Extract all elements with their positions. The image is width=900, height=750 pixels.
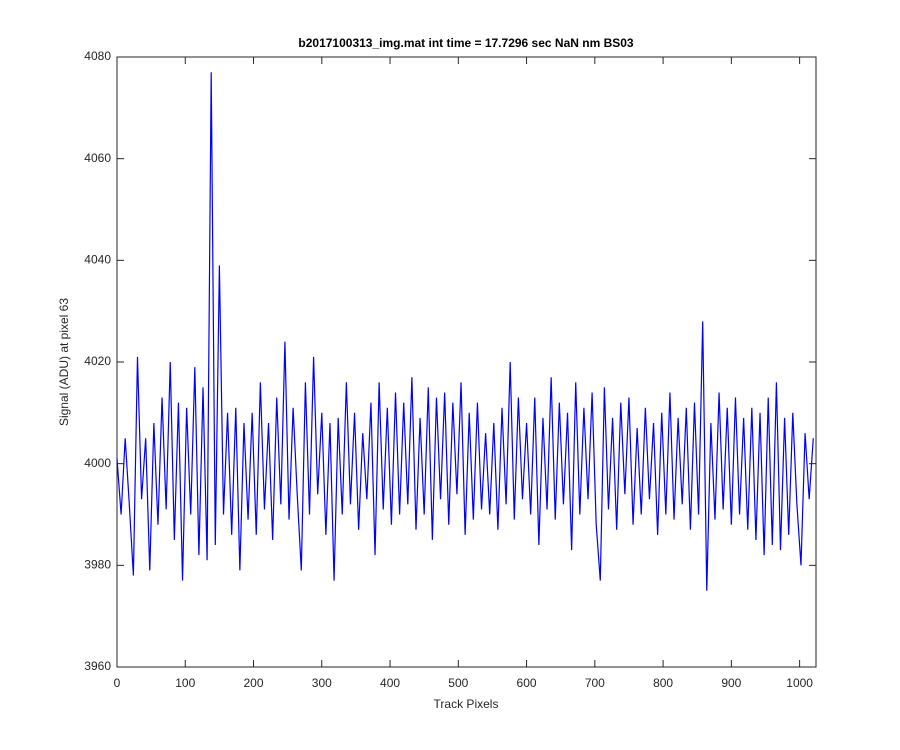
x-tick-label: 300 — [312, 676, 332, 690]
y-tick-label: 4060 — [84, 151, 111, 165]
y-tick-label: 4020 — [84, 354, 111, 368]
x-tick-label: 0 — [114, 676, 121, 690]
x-tick-label: 100 — [175, 676, 195, 690]
chart-title: b2017100313_img.mat int time = 17.7296 s… — [298, 36, 634, 50]
axes-box — [116, 56, 817, 668]
x-tick-label: 600 — [517, 676, 537, 690]
x-tick-label: 900 — [721, 676, 741, 690]
y-tick-label: 3960 — [84, 659, 111, 673]
y-axis-label: Signal (ADU) at pixel 63 — [57, 298, 71, 426]
y-tick-label: 3980 — [84, 558, 111, 572]
x-tick-label: 1000 — [786, 676, 813, 690]
y-tick-label: 4000 — [84, 456, 111, 470]
x-tick-label: 500 — [448, 676, 468, 690]
data-line — [116, 72, 814, 591]
y-tick-label: 4040 — [84, 253, 111, 267]
y-tick-label: 4080 — [84, 49, 111, 63]
x-tick-label: 200 — [244, 676, 264, 690]
x-tick-label: 800 — [653, 676, 673, 690]
x-tick-label: 400 — [380, 676, 400, 690]
x-tick-label: 700 — [585, 676, 605, 690]
x-axis-label: Track Pixels — [434, 697, 499, 711]
